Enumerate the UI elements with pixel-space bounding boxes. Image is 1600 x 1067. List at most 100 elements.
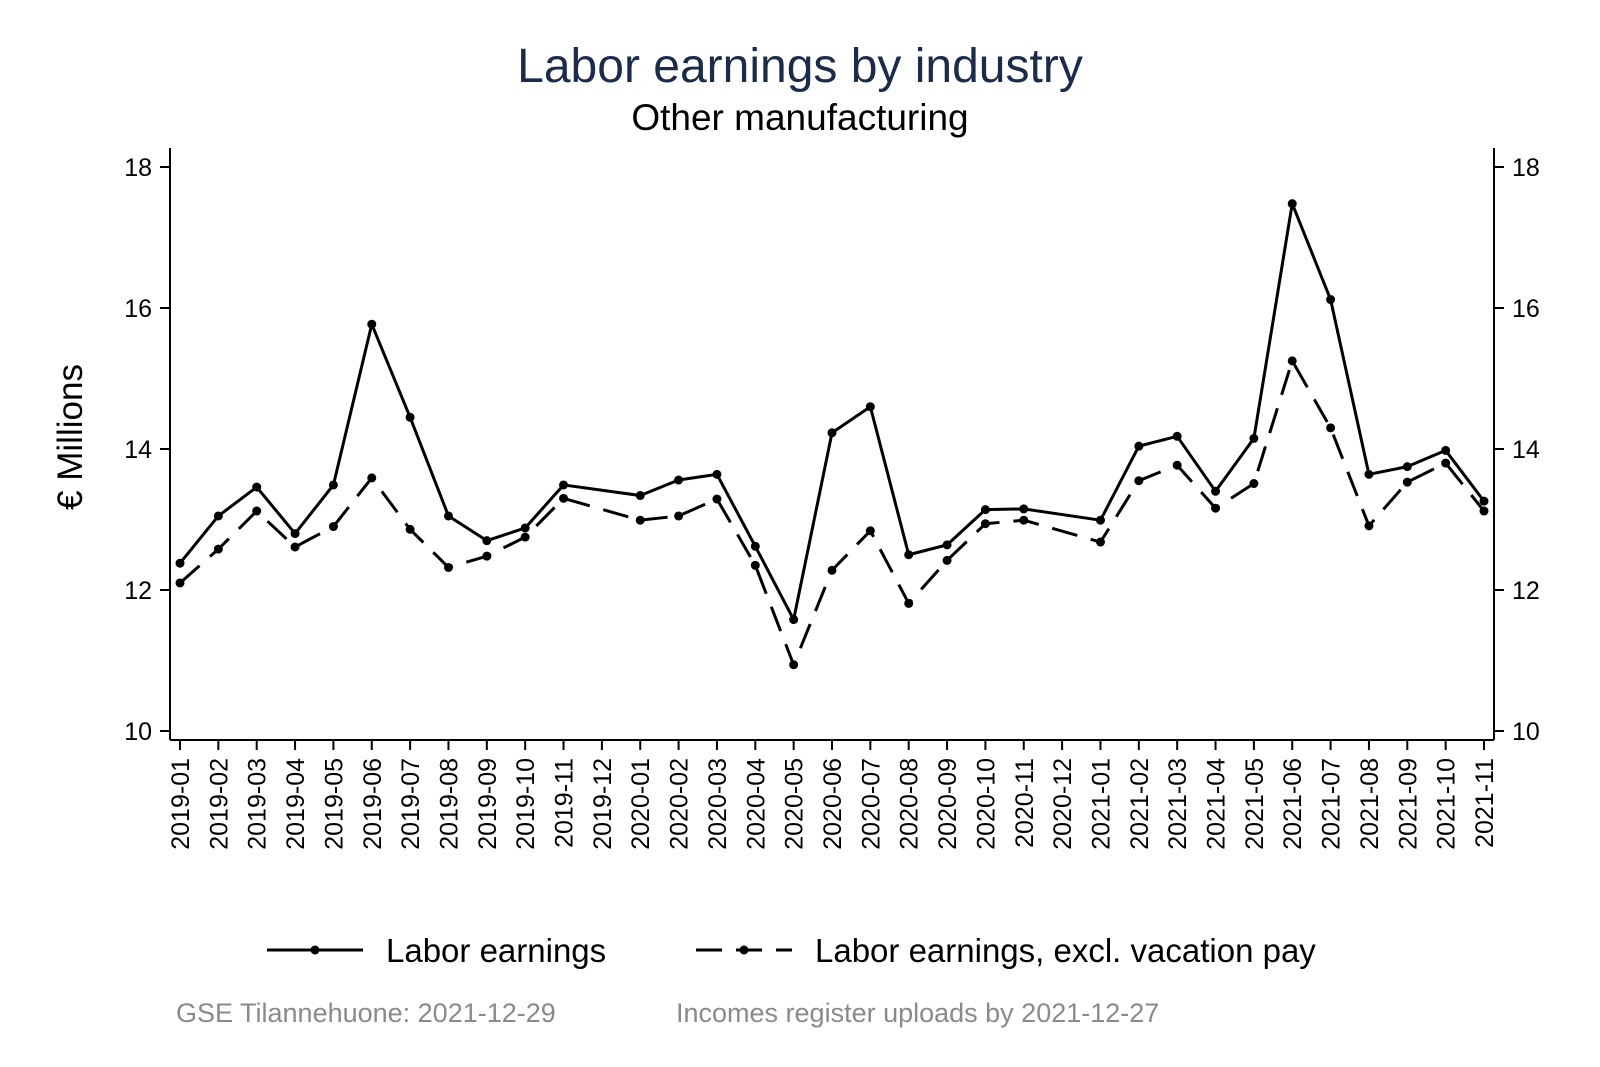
x-tick-label: 2019-12 bbox=[589, 758, 617, 850]
data-point bbox=[482, 551, 492, 561]
data-point bbox=[1364, 521, 1374, 531]
x-tick-label: 2021-07 bbox=[1318, 758, 1346, 850]
data-point bbox=[1249, 433, 1259, 443]
data-point bbox=[674, 475, 684, 485]
x-tick-label: 2021-08 bbox=[1356, 758, 1384, 850]
x-tick-label: 2020-01 bbox=[627, 758, 655, 850]
data-point bbox=[328, 480, 338, 490]
data-point bbox=[520, 523, 530, 533]
x-tick-label: 2021-05 bbox=[1241, 758, 1269, 850]
data-point bbox=[980, 519, 990, 529]
data-point bbox=[904, 598, 914, 608]
data-point bbox=[1402, 462, 1412, 472]
data-point bbox=[1287, 199, 1297, 209]
legend-swatch-marker bbox=[739, 945, 749, 955]
y-tick-label-left: 18 bbox=[124, 154, 152, 182]
footer-uploads-note: Incomes register uploads by 2021-12-27 bbox=[676, 998, 1159, 1028]
x-tick-label: 2021-04 bbox=[1203, 758, 1231, 850]
x-tick-label: 2020-09 bbox=[934, 758, 962, 850]
legend-label: Labor earnings, excl. vacation pay bbox=[815, 932, 1316, 969]
x-tick-label: 2019-05 bbox=[320, 758, 348, 850]
y-tick-label-left: 16 bbox=[124, 295, 152, 323]
x-tick-label: 2020-08 bbox=[896, 758, 924, 850]
x-tick-label: 2019-08 bbox=[435, 758, 463, 850]
data-point bbox=[904, 550, 914, 560]
data-point bbox=[1364, 469, 1374, 479]
x-tick-label: 2020-05 bbox=[781, 758, 809, 850]
x-tick-label: 2020-02 bbox=[666, 758, 694, 850]
data-point bbox=[635, 491, 645, 501]
y-tick-label-right: 16 bbox=[1512, 295, 1540, 323]
data-point bbox=[443, 562, 453, 572]
footer-source-note: GSE Tilannehuone: 2021-12-29 bbox=[176, 998, 556, 1028]
x-tick-label: 2020-06 bbox=[819, 758, 847, 850]
chart-subtitle: Other manufacturing bbox=[631, 97, 968, 138]
x-tick-label: 2021-01 bbox=[1087, 758, 1115, 850]
data-point bbox=[1479, 506, 1489, 516]
data-point bbox=[1134, 441, 1144, 451]
data-point bbox=[213, 544, 223, 554]
data-point bbox=[750, 560, 760, 570]
x-tick-label: 2019-07 bbox=[397, 758, 425, 850]
y-tick-label-right: 18 bbox=[1512, 154, 1540, 182]
x-tick-label: 2021-11 bbox=[1471, 758, 1499, 848]
data-point bbox=[750, 541, 760, 551]
data-point bbox=[980, 505, 990, 515]
data-point bbox=[290, 542, 300, 552]
legend-swatch-marker bbox=[310, 945, 320, 955]
legend-item: Labor earnings bbox=[267, 932, 606, 969]
series-line bbox=[179, 359, 1486, 667]
data-point bbox=[290, 529, 300, 539]
x-tick-label: 2019-01 bbox=[167, 758, 195, 850]
x-tick-label: 2021-03 bbox=[1164, 758, 1192, 850]
x-tick-label: 2021-10 bbox=[1433, 758, 1461, 850]
data-point bbox=[1019, 504, 1029, 514]
data-point bbox=[1479, 496, 1489, 506]
x-tick-label: 2021-09 bbox=[1394, 758, 1422, 850]
data-point bbox=[827, 565, 837, 575]
y-axis-label: € Millions bbox=[51, 364, 90, 510]
data-point bbox=[1326, 423, 1336, 433]
data-point bbox=[443, 511, 453, 521]
data-point bbox=[827, 428, 837, 438]
data-point bbox=[712, 494, 722, 504]
data-point bbox=[1211, 486, 1221, 496]
x-tick-label: 2020-11 bbox=[1011, 758, 1039, 848]
data-point bbox=[674, 511, 684, 521]
data-point bbox=[252, 506, 262, 516]
data-point bbox=[1134, 476, 1144, 486]
x-tick-label: 2019-10 bbox=[512, 758, 540, 850]
data-point bbox=[865, 402, 875, 412]
y-tick-label-left: 12 bbox=[124, 577, 152, 605]
data-point bbox=[942, 540, 952, 550]
x-tick-label: 2021-06 bbox=[1279, 758, 1307, 850]
legend-label: Labor earnings bbox=[386, 932, 606, 969]
data-point bbox=[1172, 460, 1182, 470]
data-point bbox=[1287, 356, 1297, 366]
x-tick-label: 2020-07 bbox=[857, 758, 885, 850]
plot-area bbox=[175, 199, 1489, 670]
x-tick-label: 2020-10 bbox=[972, 758, 1000, 850]
data-point bbox=[252, 482, 262, 492]
data-point bbox=[865, 526, 875, 536]
data-point bbox=[1249, 479, 1259, 489]
data-point bbox=[405, 524, 415, 534]
data-point bbox=[367, 473, 377, 483]
x-tick-label: 2020-03 bbox=[704, 758, 732, 850]
data-point bbox=[482, 536, 492, 546]
chart-title: Labor earnings by industry bbox=[517, 40, 1083, 93]
data-point bbox=[789, 660, 799, 670]
data-point bbox=[367, 319, 377, 329]
x-tick-label: 2019-04 bbox=[282, 758, 310, 850]
data-point bbox=[1211, 503, 1221, 513]
y-tick-label-left: 14 bbox=[124, 436, 152, 464]
y-tick-label-right: 12 bbox=[1512, 577, 1540, 605]
series-labor-earnings bbox=[175, 199, 1489, 625]
x-tick-label: 2019-11 bbox=[551, 758, 579, 848]
data-point bbox=[175, 578, 185, 588]
x-tick-label: 2019-03 bbox=[244, 758, 272, 850]
data-point bbox=[559, 493, 569, 503]
data-point bbox=[1095, 515, 1105, 525]
series-labor-earnings-excl-vacation-pay bbox=[175, 356, 1489, 670]
